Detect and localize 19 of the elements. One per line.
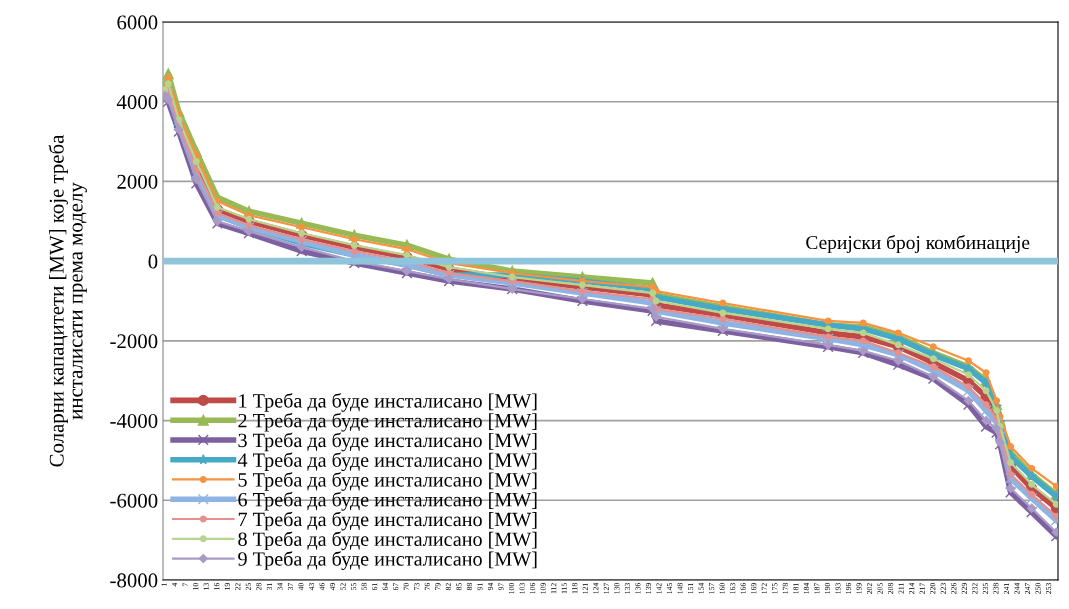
y-axis-title: Соларни капацитети [MW] које треба инсталисати према моделу bbox=[48, 134, 87, 467]
x-axis-title: Серијски број комбинације bbox=[806, 235, 1030, 254]
y-tick-label: 2000 bbox=[117, 174, 158, 189]
legend-label: 2 Треба да буде инсталисано [MW] bbox=[238, 412, 537, 432]
y-tick-label: -8000 bbox=[110, 573, 158, 588]
y-tick-label: 0 bbox=[148, 254, 158, 269]
y-tick-label: -2000 bbox=[110, 334, 158, 349]
legend-label: 7 Треба да буде инсталисано [MW] bbox=[238, 511, 537, 531]
legend-label: 4 Треба да буде инсталисано [MW] bbox=[237, 452, 537, 472]
legend-label: 5 Треба да буде инсталисано [MW] bbox=[238, 472, 537, 491]
legend-label: 9 Треба да буде инсталисано [MW] bbox=[238, 551, 537, 570]
legend-label: 1 Треба да буде инсталисано [MW] bbox=[239, 393, 537, 412]
legend-label: 8 Треба да буде инсталисано [MW] bbox=[238, 531, 537, 551]
y-tick-label: -6000 bbox=[110, 493, 158, 508]
y-tick-label: 4000 bbox=[116, 95, 158, 110]
y-tick-label: 6000 bbox=[117, 15, 158, 30]
legend-label: 6 Треба да буде инсталисано [MW] bbox=[238, 491, 537, 511]
y-tick-label: -4000 bbox=[110, 413, 158, 428]
legend-label: 3 Треба да буде инсталисано [MW] bbox=[238, 432, 537, 452]
